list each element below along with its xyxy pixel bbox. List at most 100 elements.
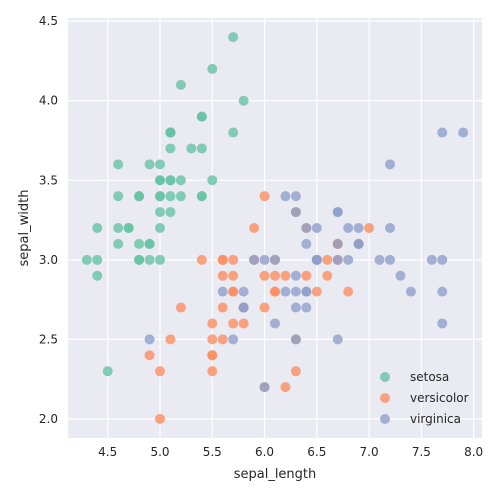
data-point [196,254,207,265]
data-point [217,334,228,345]
y-tick-label: 3.0 [39,253,58,267]
data-point [395,270,406,281]
data-point [155,413,165,424]
data-point [81,254,92,265]
data-point [290,366,301,377]
data-point [343,223,354,233]
data-point [228,286,239,297]
legend-label: versicolor [410,391,469,405]
data-point [270,318,280,329]
data-point [270,270,280,281]
data-point [385,159,395,170]
data-point [290,207,301,218]
data-point [207,63,218,74]
data-point [134,191,145,202]
data-point [426,254,437,265]
data-point [301,223,312,233]
data-point [228,127,239,138]
data-point [134,254,145,265]
y-tick-label: 3.5 [39,173,58,187]
data-point [259,270,270,281]
data-point [175,302,186,313]
legend-label: setosa [410,370,449,384]
data-point [144,334,155,345]
data-point [92,270,103,281]
data-point [155,223,165,233]
data-point [92,254,103,265]
y-tick-label: 4.5 [39,14,58,28]
data-point [343,286,354,297]
x-tick-label: 4.5 [98,445,117,459]
data-point [374,254,385,265]
data-point [290,334,301,345]
data-point [238,302,249,313]
x-tick-label: 8.0 [464,445,483,459]
data-point [437,286,448,297]
data-point [270,286,280,297]
data-point [280,191,291,202]
y-tick-label: 2.0 [39,412,58,426]
data-point [249,223,260,233]
data-point [92,223,103,233]
legend: setosa versicolor virginica [380,370,469,426]
data-point [238,318,249,329]
data-point [259,254,270,265]
x-tick-label: 5.5 [203,445,222,459]
data-point [155,191,165,202]
data-point [144,350,155,361]
data-point [280,382,291,393]
data-point [238,95,249,106]
data-point [270,254,280,265]
series-virginica [144,127,469,393]
data-point [207,318,218,329]
data-point [217,302,228,313]
legend-marker [380,414,390,424]
data-point [165,191,176,202]
data-point [175,191,186,202]
data-point [165,334,176,345]
data-point [217,270,228,281]
data-point [207,334,218,345]
data-point [113,238,124,249]
data-point [155,159,165,170]
data-point [437,254,448,265]
data-point [165,175,176,186]
data-point [322,270,333,281]
data-point [175,79,186,90]
data-point [353,223,364,233]
data-point [228,32,239,43]
data-point [332,334,343,345]
y-axis-ticks: 2.0 2.5 3.0 3.5 4.0 4.5 [39,14,58,426]
data-point [301,302,312,313]
data-point [196,111,207,122]
legend-marker [380,393,390,403]
data-point [385,254,395,265]
data-point [155,207,165,218]
data-point [259,191,270,202]
data-point [437,318,448,329]
y-tick-label: 4.0 [39,94,58,108]
legend-label: virginica [410,412,461,426]
data-point [228,334,239,345]
data-points [81,32,469,424]
data-point [228,270,239,281]
data-point [437,127,448,138]
data-point [144,254,155,265]
data-point [290,286,301,297]
data-point [280,270,291,281]
data-point [113,159,124,170]
x-tick-label: 7.5 [412,445,431,459]
data-point [207,350,218,361]
data-point [207,175,218,186]
data-point [311,286,322,297]
x-axis-label: sepal_length [234,467,317,482]
x-tick-label: 6.0 [255,445,274,459]
data-point [301,238,312,249]
data-point [311,254,322,265]
data-point [259,302,270,313]
data-point [259,382,270,393]
data-point [217,286,228,297]
data-point [343,254,354,265]
data-point [332,238,343,249]
